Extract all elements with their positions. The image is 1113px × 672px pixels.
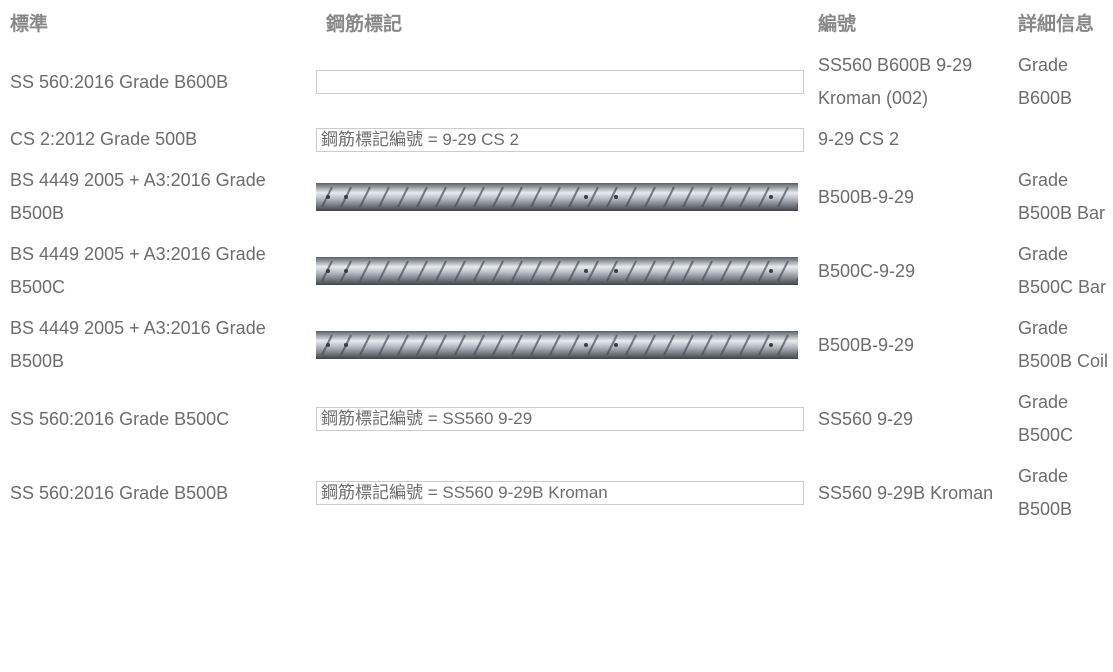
column-header: 編號 [818,14,857,35]
table-row: BS 4449 2005 + A3:2016 Grade B500B B500B… [0,160,1113,234]
table-row: SS 560:2016 Grade B500B 鋼筋標記編號 = SS560 9-… [0,456,1113,530]
code-cell: B500B-9-29 [818,186,915,207]
column-header: 鋼筋標記 [326,14,403,35]
table-row: SS 560:2016 Grade B500C 鋼筋標記編號 = SS560 9-… [0,382,1113,456]
standard-cell: BS 4449 2005 + A3:2016 Grade B500B [10,318,266,371]
table-row: CS 2:2012 Grade 500B 鋼筋標記編號 = 9-29 CS 2 9-… [0,119,1113,160]
rebar-image [316,331,798,359]
marking-cell: 鋼筋標記編號 = SS560 9-29 [316,382,808,456]
detail-cell [1008,119,1113,160]
detail-cell: Grade B500B Bar [1018,170,1106,223]
detail-cell: Grade B500C [1018,392,1074,445]
standard-cell: SS 560:2016 Grade B500C [10,408,230,429]
detail-cell: Grade B500B [1018,466,1073,519]
standards-table: 標準 鋼筋標記 編號 詳細信息 SS 560:2016 Grade B600B SS56… [0,0,1113,530]
detail-cell: Grade B500C Bar [1018,244,1107,297]
code-cell: B500B-9-29 [818,334,915,355]
detail-cell: Grade B500B Coil [1018,318,1109,371]
table-row: SS 560:2016 Grade B600B SS560 B600B 9-29 … [0,45,1113,119]
column-header: 詳細信息 [1018,14,1095,35]
code-cell: 9-29 CS 2 [818,129,900,149]
table-body: SS 560:2016 Grade B600B SS560 B600B 9-29 … [0,45,1113,530]
standard-cell: SS 560:2016 Grade B600B [10,71,229,92]
rebar-image [316,257,798,285]
marking-cell [316,160,808,234]
table-row: BS 4449 2005 + A3:2016 Grade B500B B500B… [0,308,1113,382]
rebar-image [316,183,798,211]
marking-box: 鋼筋標記編號 = 9-29 CS 2 [316,127,804,152]
header-row: 標準 鋼筋標記 編號 詳細信息 [0,0,1113,45]
marking-cell [316,308,808,382]
column-header: 標準 [10,14,49,35]
code-cell: SS560 9-29B Kroman [818,482,994,503]
code-cell: SS560 B600B 9-29 Kroman (002) [818,55,973,108]
code-cell: SS560 9-29 [818,408,914,429]
standard-cell: CS 2:2012 Grade 500B [10,129,198,149]
marking-box [316,70,804,94]
marking-box: 鋼筋標記編號 = SS560 9-29 [316,407,804,431]
marking-cell [316,45,808,119]
detail-cell: Grade B600B [1018,55,1073,108]
marking-cell: 鋼筋標記編號 = 9-29 CS 2 [316,119,808,160]
marking-cell: 鋼筋標記編號 = SS560 9-29B Kroman [316,456,808,530]
code-cell: B500C-9-29 [818,260,916,281]
standard-cell: SS 560:2016 Grade B500B [10,482,229,503]
standard-cell: BS 4449 2005 + A3:2016 Grade B500C [10,244,266,297]
table-row: BS 4449 2005 + A3:2016 Grade B500C B500C… [0,234,1113,308]
standard-cell: BS 4449 2005 + A3:2016 Grade B500B [10,170,266,223]
marking-cell [316,234,808,308]
marking-box: 鋼筋標記編號 = SS560 9-29B Kroman [316,481,804,505]
